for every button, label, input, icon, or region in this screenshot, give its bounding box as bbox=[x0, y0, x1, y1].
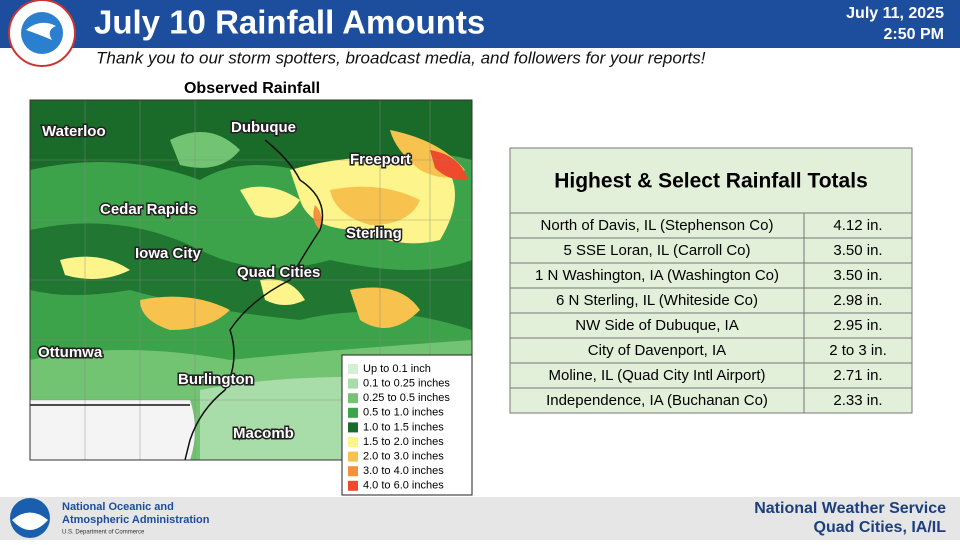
legend-label: 0.25 to 0.5 inches bbox=[363, 392, 450, 404]
table-cell bbox=[509, 387, 805, 414]
city-label: Ottumwa bbox=[38, 344, 103, 361]
legend-swatch bbox=[348, 393, 358, 404]
table-cell bbox=[803, 237, 913, 264]
legend-swatch bbox=[348, 437, 358, 447]
location: City of Davenport, IA bbox=[588, 342, 726, 359]
legend-label: 0.1 to 0.25 inches bbox=[363, 378, 450, 390]
footer-bar bbox=[0, 497, 960, 540]
amount: 4.12 in. bbox=[833, 217, 882, 234]
noaa-name: National Oceanic and bbox=[62, 501, 174, 513]
city-label: Dubuque bbox=[231, 119, 296, 136]
amount: 2 to 3 in. bbox=[829, 342, 887, 359]
office-name: National Weather Service bbox=[754, 500, 946, 517]
rainfall-table: Highest & Select Rainfall Totals North o… bbox=[509, 147, 913, 414]
location: 6 N Sterling, IL (Whiteside Co) bbox=[556, 292, 758, 309]
legend: Up to 0.1 inch 0.1 to 0.25 inches 0.25 to … bbox=[348, 363, 450, 492]
city-label: Macomb bbox=[233, 425, 294, 442]
city-label: Burlington bbox=[178, 371, 254, 388]
amount: 3.50 in. bbox=[833, 267, 882, 284]
table-title: Highest & Select Rainfall Totals bbox=[554, 170, 868, 193]
legend-swatch bbox=[348, 364, 358, 374]
table-cell bbox=[803, 337, 913, 364]
map-frame bbox=[29, 99, 473, 461]
office-location: Quad Cities, IA/IL bbox=[814, 519, 947, 536]
city-labels: Waterloo Dubuque Freeport Cedar Rapids S… bbox=[37, 117, 413, 443]
legend-label: 1.5 to 2.0 inches bbox=[363, 436, 444, 448]
noaa-name: Atmospheric Administration bbox=[62, 514, 210, 526]
legend-label: 4.0 to 6.0 inches bbox=[363, 480, 444, 492]
city-label: Sterling bbox=[346, 225, 402, 242]
legend-label: 3.0 to 4.0 inches bbox=[363, 465, 444, 477]
city-label: Iowa City bbox=[135, 245, 202, 262]
date: July 11, 2025 bbox=[846, 5, 944, 22]
table-cell bbox=[803, 312, 913, 339]
legend-swatch bbox=[348, 378, 358, 389]
amount: 2.71 in. bbox=[833, 367, 882, 384]
table-header bbox=[509, 147, 913, 214]
legend-label: 0.5 to 1.0 inches bbox=[363, 407, 444, 419]
noaa-logo bbox=[10, 498, 50, 538]
table-cell bbox=[509, 337, 805, 364]
location: NW Side of Dubuque, IA bbox=[575, 317, 738, 334]
table-cell bbox=[509, 212, 805, 239]
location: 5 SSE Loran, IL (Carroll Co) bbox=[563, 242, 750, 259]
nws-logo bbox=[8, 0, 76, 67]
table-cell bbox=[509, 287, 805, 314]
city-label: Cedar Rapids bbox=[100, 201, 197, 218]
map-title: Observed Rainfall bbox=[184, 80, 320, 97]
legend-swatch bbox=[348, 451, 358, 462]
table-cell bbox=[803, 387, 913, 414]
legend-label: 2.0 to 3.0 inches bbox=[363, 451, 444, 463]
legend-label: 1.0 to 1.5 inches bbox=[363, 421, 444, 433]
location: Moline, IL (Quad City Intl Airport) bbox=[548, 367, 765, 384]
legend-box bbox=[341, 354, 473, 496]
table-cell bbox=[803, 287, 913, 314]
table-cell bbox=[509, 362, 805, 389]
table-cell bbox=[509, 262, 805, 289]
noaa-department: U.S. Department of Commerce bbox=[62, 530, 145, 536]
table-cell bbox=[803, 212, 913, 239]
city-label: Waterloo bbox=[42, 123, 106, 140]
legend-swatch bbox=[348, 422, 358, 433]
time: 2:50 PM bbox=[884, 26, 944, 43]
city-label: Freeport bbox=[350, 151, 411, 168]
legend-label: Up to 0.1 inch bbox=[363, 363, 431, 375]
legend-swatch bbox=[348, 407, 358, 418]
amount: 3.50 in. bbox=[833, 242, 882, 259]
subtitle: Thank you to our storm spotters, broadca… bbox=[96, 48, 706, 67]
header-bar bbox=[0, 0, 960, 48]
legend-swatch bbox=[348, 466, 358, 477]
title: July 10 Rainfall Amounts bbox=[94, 4, 485, 41]
table-cell bbox=[509, 312, 805, 339]
amount: 2.95 in. bbox=[833, 317, 882, 334]
location: 1 N Washington, IA (Washington Co) bbox=[535, 267, 779, 284]
legend-swatch bbox=[348, 480, 358, 491]
amount: 2.98 in. bbox=[833, 292, 882, 309]
location: North of Davis, IL (Stephenson Co) bbox=[541, 217, 774, 234]
location: Independence, IA (Buchanan Co) bbox=[546, 392, 768, 409]
city-label: Quad Cities bbox=[237, 264, 320, 281]
amount: 2.33 in. bbox=[833, 392, 882, 409]
table-cell bbox=[803, 362, 913, 389]
